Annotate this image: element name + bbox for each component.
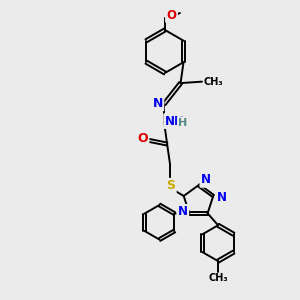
Text: NH: NH xyxy=(165,115,184,128)
Text: N: N xyxy=(201,173,211,186)
Text: H: H xyxy=(178,118,187,128)
Text: O: O xyxy=(137,132,148,145)
Text: S: S xyxy=(166,179,175,192)
Text: N: N xyxy=(178,205,188,218)
Text: CH₃: CH₃ xyxy=(204,76,223,87)
Text: N: N xyxy=(217,191,226,204)
Text: CH₃: CH₃ xyxy=(208,273,228,284)
Text: N: N xyxy=(152,97,163,110)
Text: O: O xyxy=(167,8,176,22)
